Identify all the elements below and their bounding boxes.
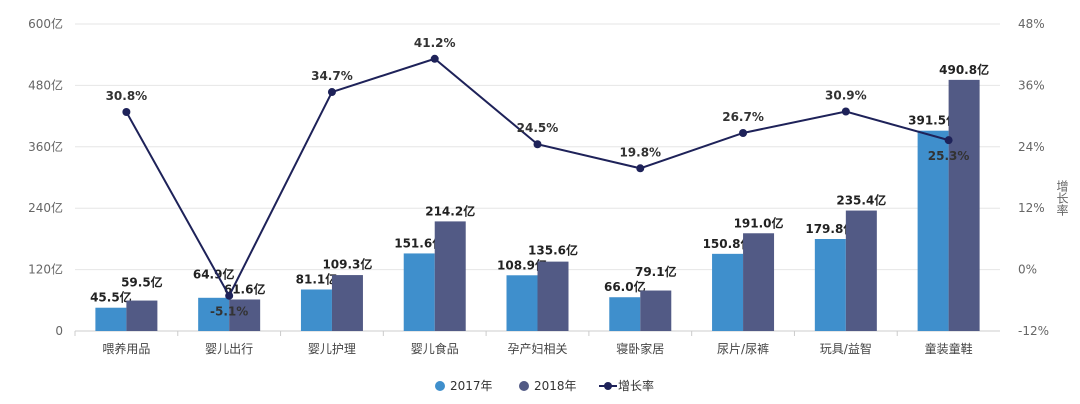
bar [95,307,127,331]
bar-label: 490.8亿 [939,62,989,77]
bar-label: 45.5亿 [90,290,132,305]
legend-marker [435,381,445,391]
bar [403,253,435,331]
x-tick-label: 婴儿出行 [205,342,253,356]
bar [198,297,230,331]
bar [331,275,363,331]
bar-label: 109.3亿 [322,257,372,272]
bar-label: 64.9亿 [193,266,235,281]
y-tick-label: 240亿 [28,200,63,215]
growth-point [841,107,850,116]
growth-point [533,140,542,149]
growth-label: 30.9% [825,88,867,102]
y2-tick-label: -12% [1018,324,1049,338]
growth-point [430,54,439,63]
growth-point [327,88,336,97]
bar [948,79,980,332]
legend-label: 2018年 [534,379,577,393]
x-tick-label: 寝卧家居 [616,341,664,356]
x-tick-label: 婴儿护理 [308,342,356,356]
x-tick-label: 尿片/尿裤 [717,342,769,356]
bar-label: 59.5亿 [121,275,163,290]
legend-label: 增长率 [618,378,654,393]
growth-point [944,136,953,145]
legend-marker [604,382,612,390]
bar [814,239,846,331]
x-tick-label: 玩具/益智 [820,341,872,356]
growth-point [225,291,234,300]
bar [126,300,158,331]
bar [537,261,569,331]
bar-label: 150.8亿 [703,236,753,251]
y2-tick-label: 36% [1018,78,1045,92]
bar [743,233,775,331]
x-tick-label: 孕产妇相关 [507,342,567,356]
y2-tick-label: 0% [1018,263,1037,277]
growth-label: -5.1% [210,305,248,319]
bar-label: 79.1亿 [635,264,677,279]
x-tick-label: 童装童鞋 [925,341,973,356]
x-tick-label: 喂养用品 [102,341,150,356]
legend-marker [519,381,529,391]
x-tick-label: 婴儿食品 [411,341,459,356]
bar [609,297,641,331]
bar-label: 179.8亿 [805,221,855,236]
bar-label: 191.0亿 [734,215,784,230]
bar-label: 151.6亿 [394,235,444,250]
growth-point [636,164,645,173]
growth-label: 34.7% [311,69,353,83]
bar [640,290,672,331]
legend-label: 2017年 [450,379,493,393]
bar [712,253,744,331]
y2-tick-label: 48% [1018,17,1045,31]
bar-label: 391.5亿 [908,113,958,128]
bar-label: 66.0亿 [604,279,646,294]
bar-label: 135.6亿 [528,242,578,257]
growth-point [122,108,131,117]
bar [229,299,261,331]
y-tick-label: 0 [55,324,63,338]
bar [434,221,466,331]
bar-label: 235.4亿 [836,193,886,208]
bar [917,130,949,331]
growth-label: 25.3% [928,149,970,163]
y-tick-label: 120亿 [28,262,63,277]
bar [300,289,332,331]
growth-label: 24.5% [517,121,559,135]
bar [845,210,877,331]
growth-label: 30.8% [106,89,148,103]
y2-tick-label: 24% [1018,140,1045,154]
growth-label: 26.7% [722,110,764,124]
bar-label: 214.2亿 [425,203,475,218]
bar [506,275,538,331]
y2-axis-title: 增长率 [1055,180,1069,216]
bar-label: 108.9亿 [497,257,547,272]
growth-label: 41.2% [414,36,456,50]
growth-point [739,128,748,137]
y2-tick-label: 12% [1018,201,1045,215]
y-tick-label: 480亿 [28,77,63,92]
y-tick-label: 360亿 [28,139,63,154]
y-tick-label: 600亿 [28,16,63,31]
bar-label: 81.1亿 [296,272,338,287]
growth-label: 19.8% [619,145,661,159]
